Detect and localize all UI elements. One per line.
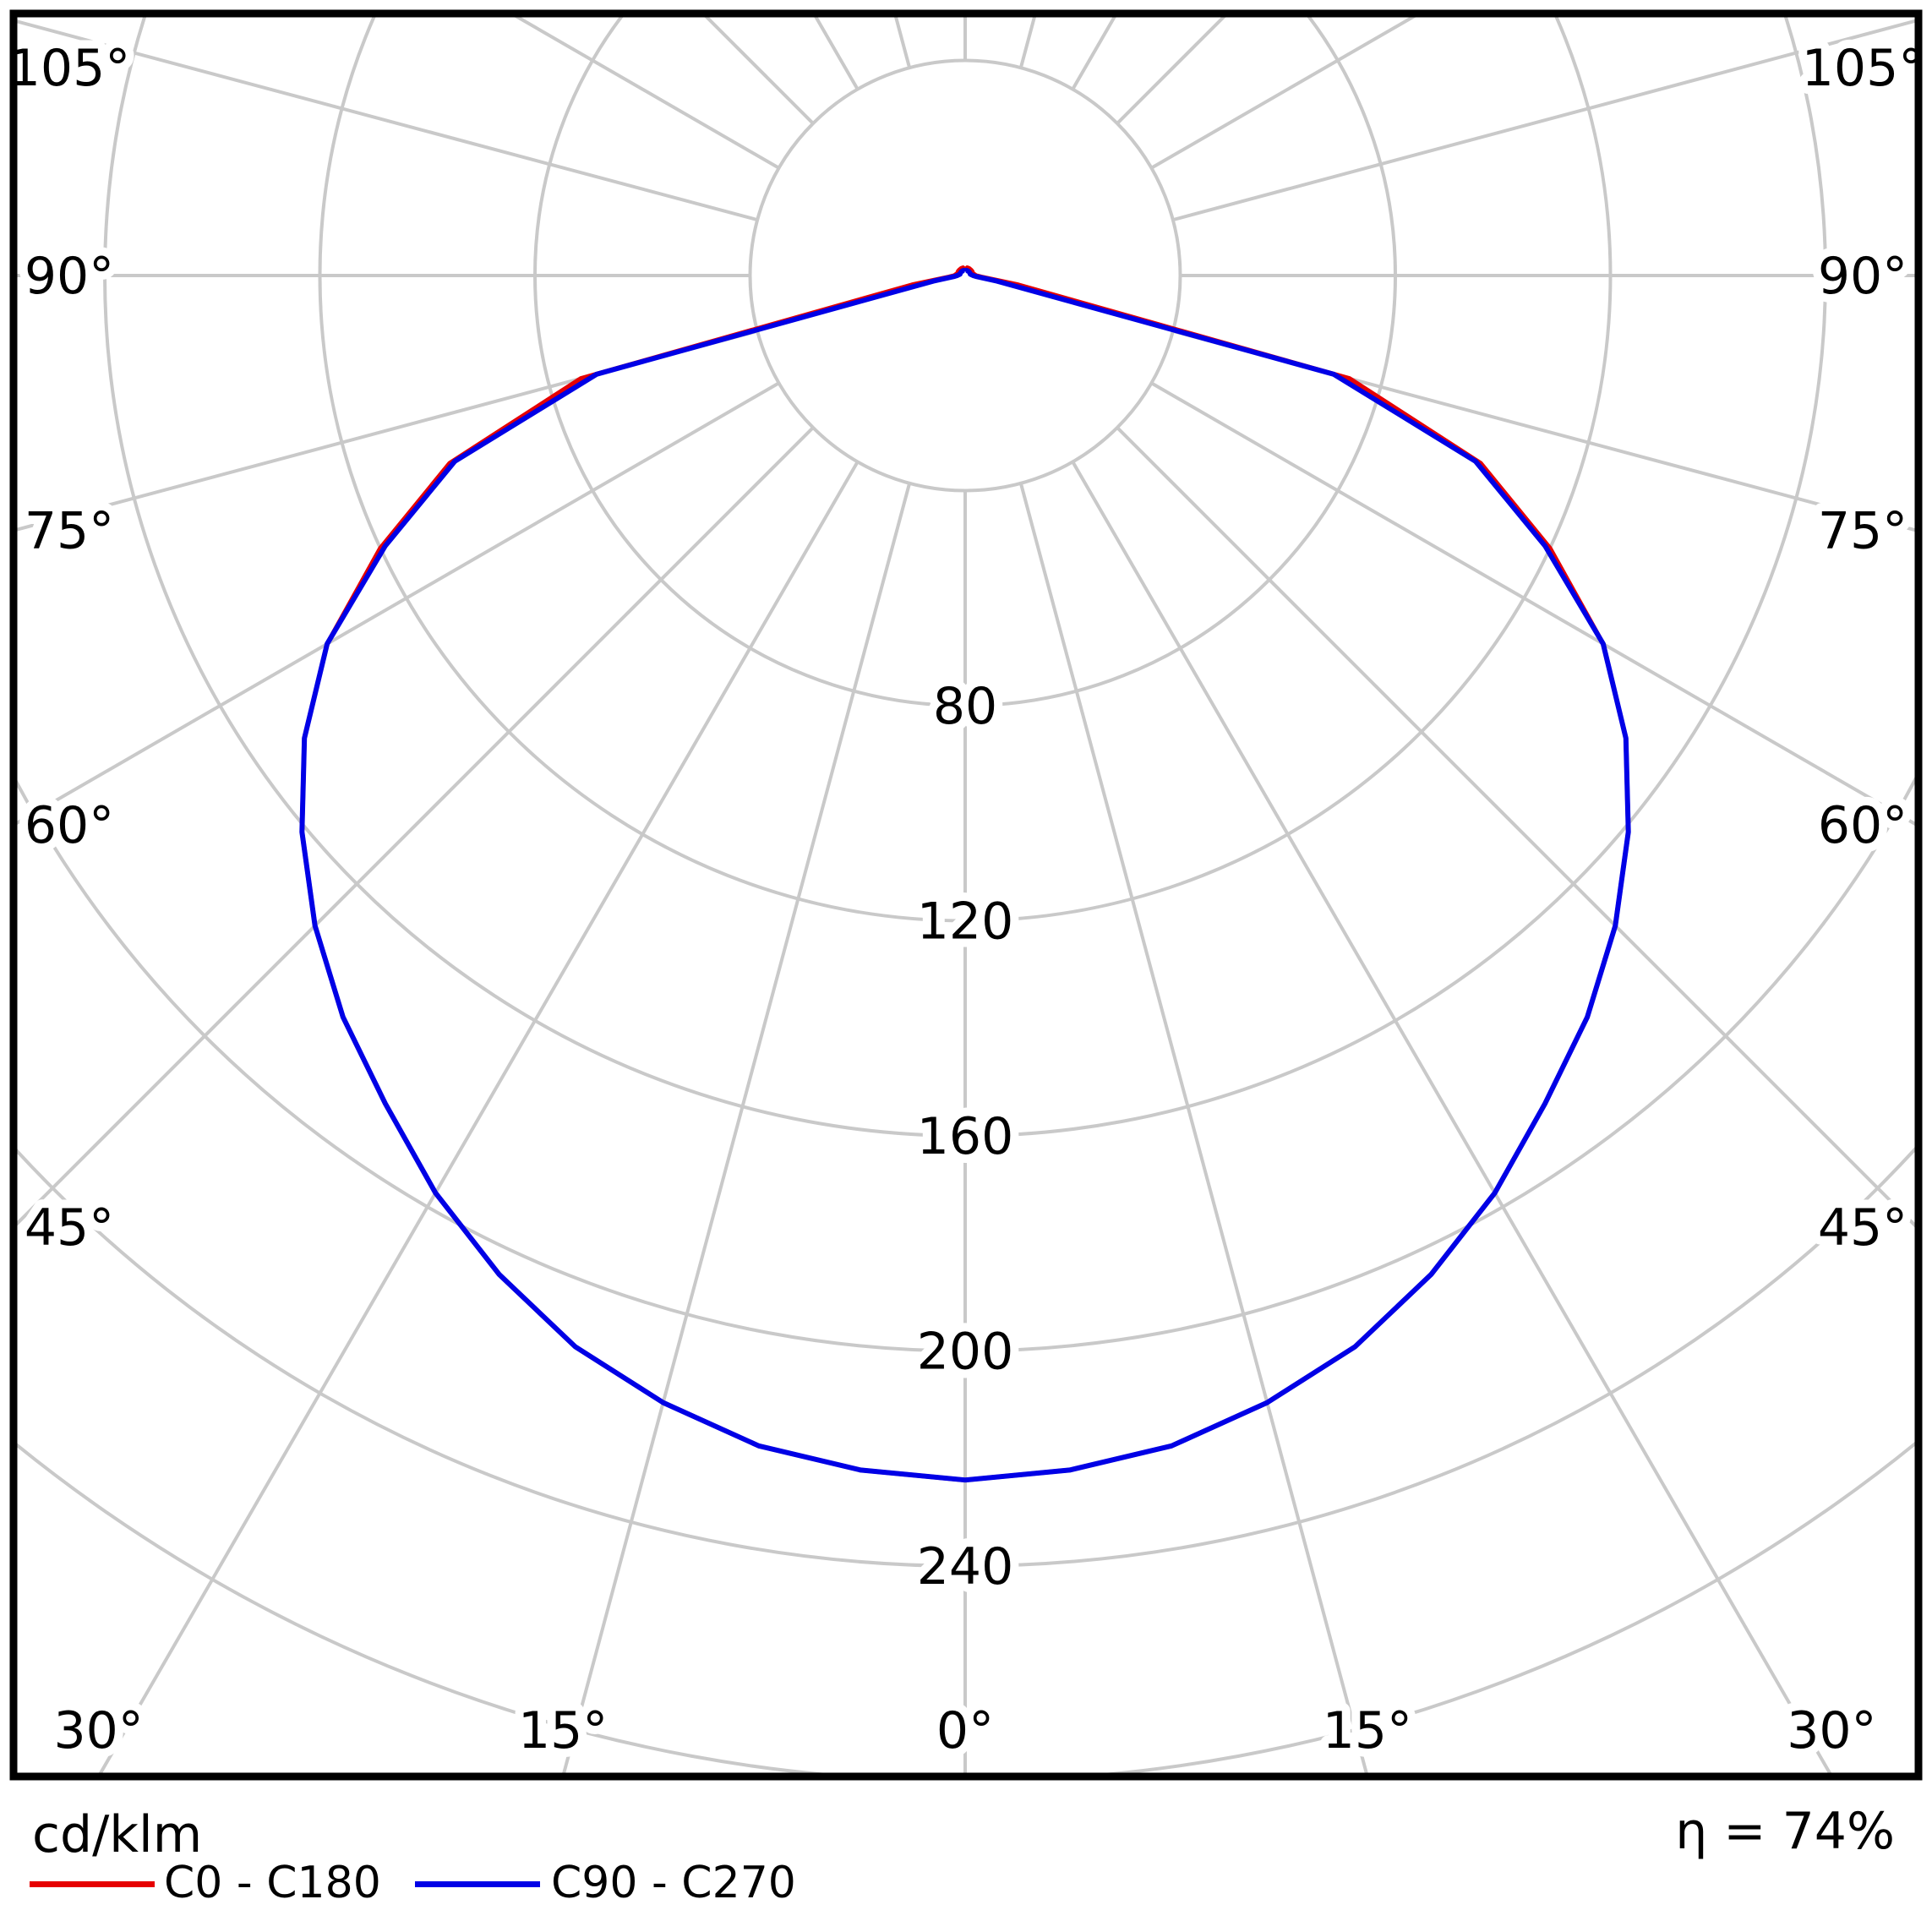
svg-text:30°: 30° [53, 1701, 143, 1760]
svg-text:160: 160 [917, 1107, 1014, 1166]
efficiency-label: η = 74% [1675, 1802, 1895, 1861]
svg-text:15°: 15° [1323, 1701, 1412, 1760]
svg-text:60°: 60° [25, 796, 114, 855]
svg-text:75°: 75° [25, 502, 114, 561]
legend-label-c0-c180: C0 - C180 [164, 1858, 381, 1908]
svg-text:90°: 90° [1818, 247, 1907, 306]
svg-text:30°: 30° [1787, 1701, 1876, 1760]
intensity-curves [299, 265, 1631, 1483]
svg-text:120: 120 [917, 892, 1014, 952]
svg-text:80: 80 [933, 677, 997, 736]
grid-labels: 80 120 160 200 240 0° 15° 15° 30° 30° 45° 45° 60° 60°… [0, 30, 1932, 1769]
svg-text:0°: 0° [936, 1701, 994, 1760]
svg-text:240: 240 [917, 1537, 1014, 1596]
svg-text:200: 200 [917, 1323, 1014, 1382]
svg-text:15°: 15° [518, 1701, 608, 1760]
legend: C0 - C180 C90 - C270 [0, 1858, 1932, 1917]
svg-text:105°: 105° [8, 39, 131, 98]
unit-label: cd/klm [32, 1805, 203, 1864]
legend-label-c90-c270: C90 - C270 [551, 1858, 796, 1908]
curve-C90-C270 [299, 267, 1631, 1483]
svg-text:45°: 45° [1818, 1198, 1907, 1258]
plot-frame [9, 9, 1923, 1781]
legend-swatch-c0-c180 [30, 1881, 155, 1887]
svg-text:75°: 75° [1818, 502, 1907, 561]
svg-text:45°: 45° [25, 1198, 114, 1258]
svg-text:105°: 105° [1802, 39, 1924, 98]
svg-text:60°: 60° [1818, 796, 1907, 855]
svg-text:90°: 90° [25, 247, 114, 306]
legend-swatch-c90-c270 [415, 1881, 540, 1887]
